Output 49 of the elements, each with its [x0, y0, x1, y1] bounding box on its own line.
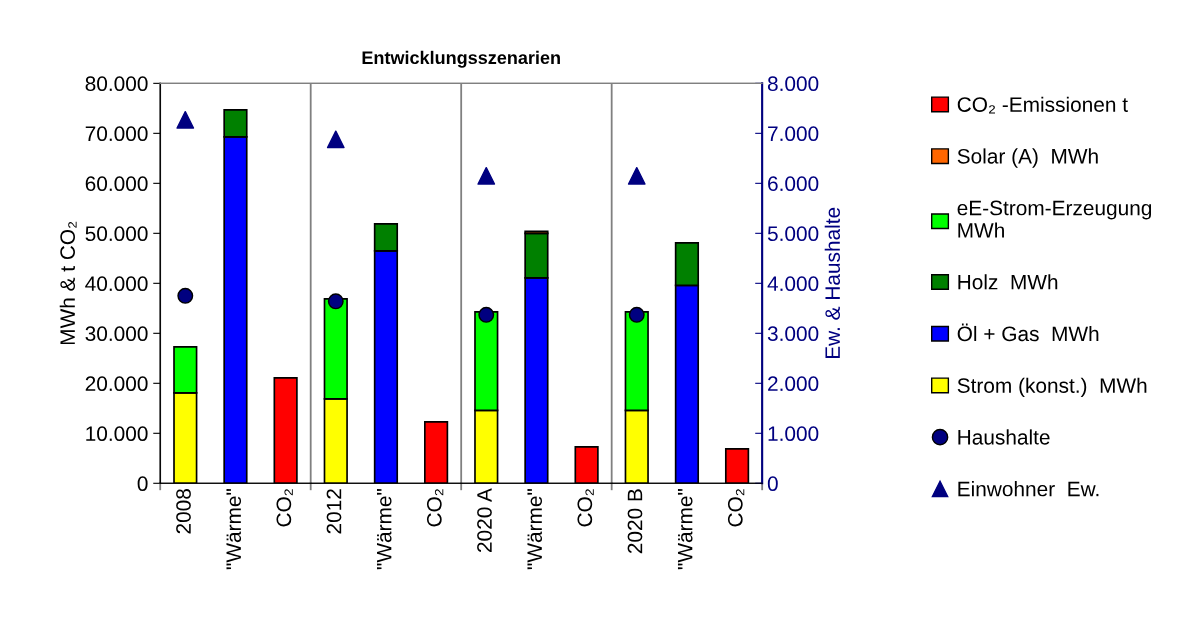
point [627, 166, 646, 185]
y-tick-label: 40.000 [85, 276, 148, 292]
y-axis-title: MWh & t CO₂ [59, 221, 77, 345]
y2-axis-title: Ew. & Haushalte [824, 207, 841, 359]
x-tick-label: "Wärme" [377, 489, 392, 570]
point [628, 306, 645, 323]
y2-tick-label: 3.000 [767, 326, 819, 342]
legend-label: Öl + Gas MWh [957, 323, 1099, 342]
x-tick-label: 2012 [326, 489, 342, 534]
y-tick-label: 50.000 [85, 226, 148, 242]
y2-tick-label: 6.000 [768, 176, 819, 192]
x-tick-label: "Wärme" [677, 489, 693, 570]
y2-tick-label: 7.000 [768, 126, 819, 142]
y-tick-label: 80.000 [85, 76, 148, 92]
chart-title: Entwicklungsszenarien [362, 50, 560, 68]
point [177, 287, 194, 304]
point [478, 306, 495, 323]
x-tick-label: 2008 [176, 489, 191, 534]
point [477, 166, 496, 185]
legend-label: Haushalte [958, 429, 1050, 445]
y-tick-label: 20.000 [85, 376, 148, 392]
point [176, 110, 195, 129]
x-tick-label: "Wärme" [226, 489, 242, 570]
legend-label: Holz MWh [958, 274, 1058, 290]
y-tick-label: 60.000 [85, 176, 148, 192]
y2-tick-label: 8.000 [767, 76, 819, 92]
x-tick-label: 2020 A [477, 488, 492, 552]
x-tick-label: CO₂ [577, 489, 594, 527]
x-tick-label: 2020 B [627, 489, 643, 554]
y-tick-label: 10.000 [86, 426, 148, 442]
y2-tick-label: 2.000 [768, 376, 819, 392]
x-tick-label: "Wärme" [527, 489, 543, 570]
y2-tick-label: 4.000 [767, 276, 819, 292]
legend-label: CO₂ -Emissionen t [957, 96, 1128, 114]
y-tick-label: 0 [137, 476, 148, 492]
y2-tick-label: 5.000 [767, 226, 819, 242]
x-tick-label: CO₂ [426, 489, 444, 527]
legend-label: Strom (konst.) MWh [957, 377, 1147, 398]
y-tick-label: 70.000 [85, 126, 148, 142]
point [326, 130, 345, 149]
legend-label: Einwohner Ew. [958, 481, 1099, 497]
y-tick-label: 30.000 [85, 326, 148, 342]
x-tick-label: CO₂ [276, 489, 293, 527]
point [327, 293, 344, 310]
x-tick-label: CO₂ [727, 489, 745, 527]
legend-label: Solar (A) MWh [957, 148, 1098, 168]
y2-tick-label: 0 [767, 476, 778, 492]
y2-tick-label: 1.000 [768, 426, 819, 442]
legend-label: eE-Strom-Erzeugung MWh [957, 200, 1152, 238]
